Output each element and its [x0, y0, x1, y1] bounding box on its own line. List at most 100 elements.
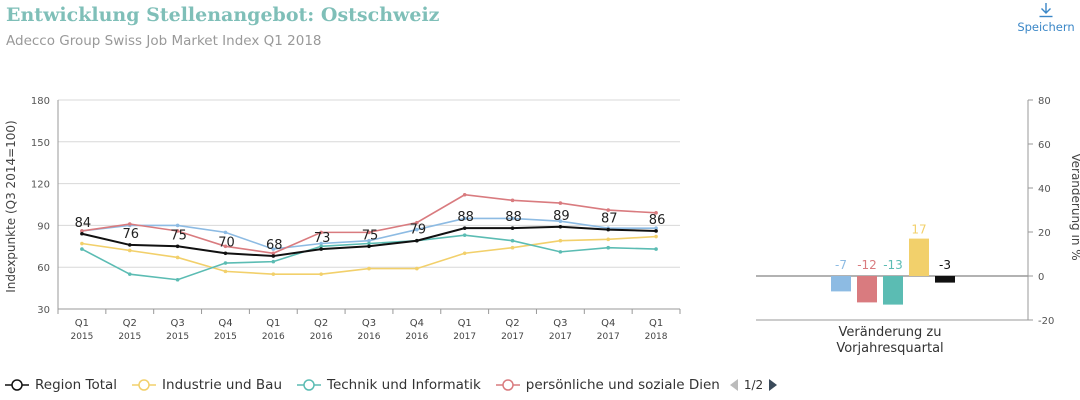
legend-item[interactable]: Region Total	[4, 377, 117, 393]
legend-item-label: Technik und Informatik	[327, 377, 481, 393]
legend-marker-icon	[297, 379, 321, 391]
legend-next-button[interactable]	[769, 379, 778, 391]
line-x-tick-label-year: 2016	[405, 332, 428, 342]
line-point	[606, 227, 611, 232]
download-icon	[1039, 3, 1053, 18]
line-y-tick-label: 120	[31, 180, 50, 191]
line-x-tick-label-quarter: Q1	[75, 318, 89, 329]
line-point	[175, 277, 180, 282]
line-point	[606, 208, 611, 212]
line-point	[510, 198, 515, 203]
line-data-label: 88	[457, 210, 474, 225]
line-x-tick-label-year: 2015	[166, 332, 189, 342]
line-data-label: 70	[218, 235, 235, 250]
line-data-label: 89	[553, 209, 570, 224]
line-data-label: 79	[410, 223, 427, 238]
line-point	[271, 254, 276, 258]
bar-data-label: -12	[857, 258, 877, 272]
line-x-tick-label-year: 2015	[118, 332, 141, 342]
bar-data-label: -3	[939, 258, 951, 272]
legend-item-label: Region Total	[35, 377, 118, 393]
line-point	[127, 243, 132, 247]
line-y-tick-label: 90	[37, 221, 50, 232]
line-x-tick-label-quarter: Q1	[458, 318, 472, 329]
line-point	[271, 247, 276, 251]
bar	[857, 276, 877, 303]
line-x-tick-label-year: 2017	[549, 332, 572, 342]
legend-marker-icon	[495, 379, 520, 391]
bar-y-tick-label: 80	[1038, 96, 1051, 107]
bar	[831, 276, 851, 292]
line-x-tick-label-quarter: Q2	[123, 318, 137, 329]
line-x-tick-label-quarter: Q4	[601, 318, 615, 329]
bar-x-axis-label-line: Veränderung zu	[839, 325, 942, 340]
line-point	[271, 251, 276, 256]
line-point	[558, 201, 563, 205]
line-x-tick-label-year: 2016	[358, 332, 381, 342]
bar-y-axis-label: Veränderung in %	[1069, 153, 1080, 260]
bar	[909, 238, 929, 276]
legend-item[interactable]: Industrie und Bau	[131, 377, 282, 393]
legend-item[interactable]: Technik und Informatik	[296, 377, 481, 393]
line-point	[319, 241, 323, 246]
bar-y-tick-label: -20	[1038, 316, 1054, 327]
legend-prev-button[interactable]	[729, 379, 738, 391]
line-data-label: 75	[170, 228, 187, 243]
line-point	[80, 231, 84, 236]
line-point	[654, 229, 658, 233]
line-point	[462, 192, 467, 197]
bar-y-tick-label: 60	[1038, 140, 1051, 151]
line-point	[606, 237, 611, 242]
chart-title: Entwicklung Stellenangebot: Ostschweiz	[6, 4, 440, 26]
line-x-tick-label-year: 2017	[597, 332, 620, 342]
line-point	[558, 250, 563, 254]
line-data-label: 73	[314, 231, 331, 246]
bar-y-tick-label: 0	[1038, 272, 1044, 283]
save-button[interactable]: Speichern	[1016, 2, 1076, 34]
line-y-tick-label: 150	[31, 138, 50, 149]
legend-item[interactable]: persönliche und soziale Dien	[495, 377, 720, 393]
legend-item-label: persönliche und soziale Dien	[525, 377, 720, 393]
line-data-label: 86	[649, 213, 666, 228]
line-point	[80, 247, 84, 251]
line-point	[223, 261, 228, 265]
bar-x-axis-label: Veränderung zu Vorjahresquartal	[836, 325, 943, 356]
bar-data-label: 17	[911, 223, 926, 237]
line-point	[415, 220, 419, 225]
legend: Region Total Industrie und Bau Technik und…	[4, 375, 778, 395]
line-x-tick-label-year: 2016	[262, 332, 285, 342]
line-data-label: 87	[601, 212, 618, 227]
line-x-tick-label-year: 2015	[214, 332, 237, 342]
line-x-tick-label-quarter: Q1	[266, 318, 280, 329]
bar-data-label: -13	[883, 258, 903, 272]
line-x-tick-label-year: 2017	[453, 332, 476, 342]
line-point	[319, 272, 323, 276]
line-data-label: 84	[75, 216, 92, 231]
line-point	[415, 266, 419, 271]
bar-data-label: -7	[835, 258, 847, 272]
line-point	[367, 238, 371, 243]
line-point	[367, 244, 371, 249]
line-point	[175, 244, 180, 249]
line-point	[223, 269, 228, 274]
line-point	[462, 251, 467, 256]
line-point	[462, 233, 467, 237]
line-data-label: 68	[266, 238, 283, 253]
line-x-tick-label-quarter: Q2	[314, 318, 328, 329]
chart-subtitle: Adecco Group Swiss Job Market Index Q1 2…	[6, 33, 322, 49]
line-y-tick-label: 30	[37, 305, 50, 316]
line-point	[367, 230, 371, 235]
line-point	[510, 226, 515, 230]
line-point	[654, 247, 658, 251]
line-y-tick-label: 60	[37, 263, 50, 274]
line-point	[175, 223, 180, 228]
bar	[935, 276, 955, 283]
line-point	[558, 219, 563, 224]
bar-x-axis-label-line: Vorjahresquartal	[836, 341, 943, 356]
line-point	[223, 244, 228, 249]
chart-area: 30 60 90 120 150 180 Q1 2015 Q2 2015 Q3 2015 Q4 2015 Q…	[4, 96, 1080, 356]
legend-marker-icon	[132, 379, 157, 391]
line-x-tick-label-year: 2017	[501, 332, 524, 342]
line-x-tick-label-year: 2015	[70, 332, 93, 342]
line-data-label: 88	[505, 210, 522, 225]
